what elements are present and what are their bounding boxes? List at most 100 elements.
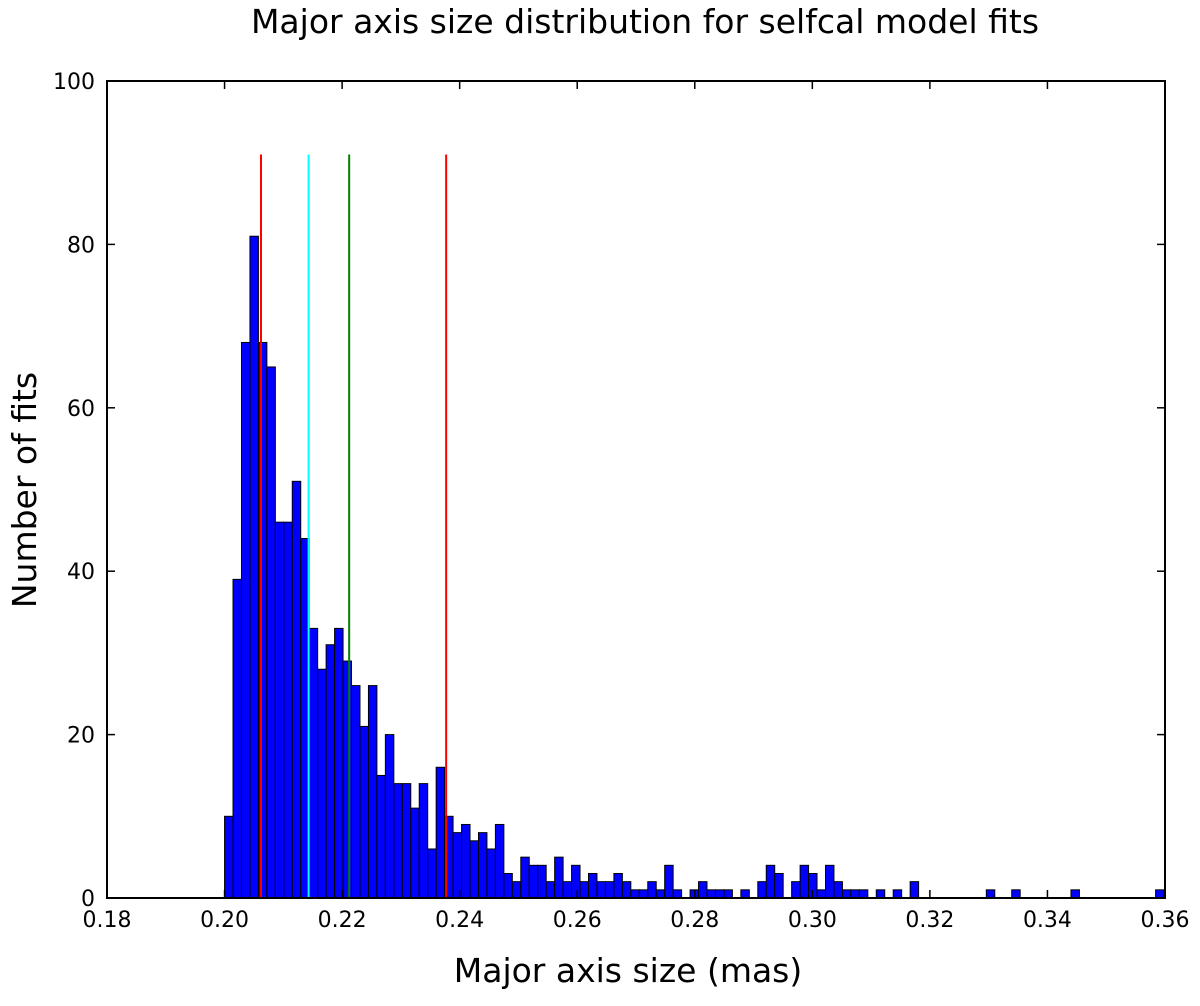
- histogram-bar: [825, 864, 835, 899]
- histogram-bar: [249, 235, 259, 899]
- x-tick-label: 0.28: [670, 908, 719, 933]
- reference-lines-layer: [259, 154, 448, 898]
- x-tick-label: 0.36: [1141, 908, 1190, 933]
- histogram-bar: [1070, 889, 1080, 899]
- y-tick-label: 80: [67, 233, 95, 258]
- histogram-bar: [317, 668, 327, 899]
- histogram-bar: [706, 889, 716, 899]
- histogram-bar: [477, 832, 488, 899]
- histogram-bar: [985, 889, 996, 899]
- histogram-bar: [875, 889, 886, 899]
- histogram-bar: [257, 341, 268, 899]
- histogram-bar: [308, 627, 319, 899]
- histogram-bar: [232, 578, 242, 899]
- histogram-bar: [1011, 889, 1021, 899]
- y-axis-label: Number of fits: [5, 372, 44, 608]
- histogram-bar: [511, 881, 522, 899]
- histogram-bar: [469, 840, 479, 899]
- chart-title: Major axis size distribution for selfcal…: [251, 2, 1039, 41]
- histogram-bar: [520, 856, 530, 899]
- histogram-bar: [486, 848, 496, 899]
- histogram-bar: [588, 872, 598, 899]
- histogram-bar: [376, 774, 386, 899]
- histogram-bar: [909, 881, 920, 899]
- y-tick-label: 40: [67, 560, 95, 585]
- histogram-bar: [858, 889, 869, 899]
- histogram-bar: [816, 889, 826, 899]
- x-tick-label: 0.30: [788, 908, 837, 933]
- histogram-bar: [291, 480, 302, 899]
- x-tick-label: 0.34: [1023, 908, 1072, 933]
- bars-layer: [224, 235, 1165, 899]
- x-tick-label: 0.32: [905, 908, 954, 933]
- histogram-bar: [1155, 889, 1165, 899]
- histogram-bar: [579, 881, 589, 899]
- x-tick-label: 0.24: [435, 908, 484, 933]
- histogram-bar: [562, 881, 573, 899]
- ticks-layer: 0.18 0.20 0.22 0.24 0.26 0.28 0.30 0.32 0.34 0.36…: [53, 70, 1189, 933]
- histogram-bar: [757, 881, 767, 899]
- histogram-bar: [503, 872, 513, 899]
- histogram-bar: [224, 815, 234, 899]
- histogram-bar: [723, 889, 733, 899]
- histogram-bar: [537, 864, 547, 899]
- histogram-bar: [334, 627, 344, 899]
- histogram-bar: [418, 783, 429, 899]
- x-axis-label: Major axis size (mas): [454, 951, 803, 990]
- histogram-bar: [266, 366, 276, 899]
- histogram-bar: [630, 889, 640, 899]
- histogram-bar: [850, 889, 860, 899]
- histogram-bar: [410, 807, 420, 899]
- histogram-bar: [655, 889, 666, 899]
- histogram-bar: [452, 832, 463, 899]
- histogram-bar: [325, 644, 336, 899]
- histogram-bar: [672, 889, 683, 899]
- histogram-bar: [596, 881, 606, 899]
- histogram-bar: [283, 521, 293, 899]
- histogram-bar: [604, 881, 615, 899]
- histogram-bar: [664, 864, 674, 899]
- histogram-bar: [427, 848, 437, 899]
- x-tick-label: 0.20: [200, 908, 249, 933]
- histogram-bar: [892, 889, 903, 899]
- histogram-bar: [367, 685, 378, 899]
- x-tick-label: 0.26: [553, 908, 602, 933]
- histogram-bar: [613, 872, 623, 899]
- y-tick-label: 0: [81, 887, 95, 912]
- histogram-bar: [765, 864, 776, 899]
- histogram-bar: [359, 725, 369, 899]
- histogram-bar: [714, 889, 725, 899]
- y-tick-label: 60: [67, 397, 95, 422]
- histogram-bar: [841, 889, 852, 899]
- x-tick-label: 0.18: [83, 908, 132, 933]
- histogram-bar: [571, 864, 581, 899]
- histogram-bar: [240, 341, 251, 899]
- y-tick-label: 20: [67, 724, 95, 749]
- histogram-bar: [342, 660, 353, 899]
- histogram-bar: [698, 881, 708, 899]
- y-tick-label: 100: [53, 70, 95, 95]
- histogram-bar: [401, 783, 412, 899]
- histogram-bar: [435, 766, 446, 899]
- histogram-bar: [791, 881, 801, 899]
- histogram-bar: [799, 864, 810, 899]
- histogram-bar: [351, 685, 361, 899]
- histogram-bar: [528, 864, 539, 899]
- histogram-bar: [393, 783, 403, 899]
- histogram-bar: [384, 734, 395, 899]
- histogram-bar: [833, 881, 843, 899]
- plot-frame: [106, 80, 1166, 899]
- histogram-bar: [274, 521, 285, 899]
- histogram-bar: [545, 881, 556, 899]
- histogram-bar: [621, 881, 632, 899]
- histogram-bar: [638, 889, 649, 899]
- histogram-bar: [774, 872, 784, 899]
- histogram-bar: [740, 889, 750, 899]
- histogram-bar: [647, 881, 657, 899]
- histogram-bar: [554, 856, 564, 899]
- x-tick-label: 0.22: [318, 908, 367, 933]
- histogram-bar: [461, 823, 471, 899]
- histogram-bar: [494, 823, 505, 899]
